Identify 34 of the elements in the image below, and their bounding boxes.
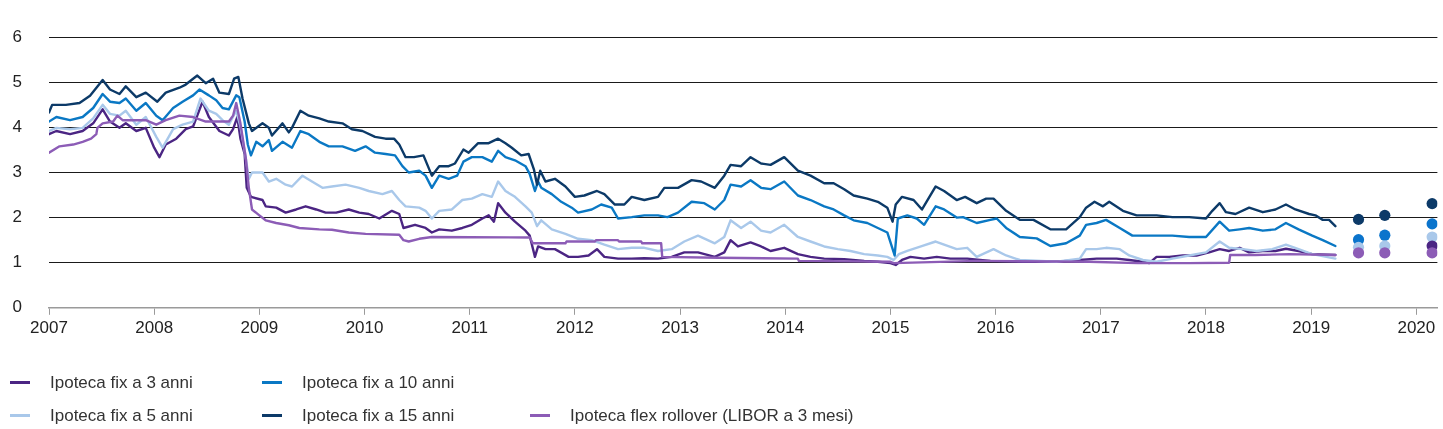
point [1352, 247, 1365, 259]
legend-label: Ipoteca fix a 10 anni [302, 372, 455, 393]
y-tick-label: 4 [12, 117, 22, 137]
y-tick-label: 3 [12, 162, 22, 182]
x-tick-label: 2011 [451, 317, 489, 337]
x-tick-label: 2008 [135, 317, 174, 337]
x-tick-label: 2018 [1187, 317, 1225, 337]
y-tick-label: 0 [12, 297, 22, 317]
x-tick-label: 2019 [1292, 317, 1331, 337]
y-tick-label: 2 [12, 207, 22, 227]
x-tick-label: 2016 [976, 317, 1015, 337]
point [1352, 213, 1365, 225]
x-tick-label: 2015 [871, 317, 910, 337]
x-tick-label: 2017 [1081, 317, 1120, 337]
y-tick-label: 1 [12, 252, 22, 272]
x-tick-label: 2020 [1397, 317, 1436, 337]
point [1379, 209, 1391, 221]
x-tick-label: 2014 [766, 317, 805, 337]
point [1379, 229, 1391, 241]
legend-label: Ipoteca flex rollover (LIBOR a 3 mesi) [570, 405, 854, 426]
point [1426, 198, 1438, 210]
legend-label: Ipoteca fix a 15 anni [302, 405, 455, 426]
y-tick-label: 5 [12, 71, 22, 91]
point [1379, 247, 1391, 259]
x-tick-label: 2009 [240, 317, 279, 337]
x-tick-label: 2013 [661, 317, 699, 337]
y-tick-label: 6 [12, 26, 22, 46]
x-tick-label: 2012 [556, 317, 594, 337]
legend-label: Ipoteca fix a 3 anni [50, 372, 193, 393]
point [1426, 218, 1438, 230]
x-tick-label: 2007 [30, 317, 68, 337]
legend-label: Ipoteca fix a 5 anni [50, 405, 193, 426]
point [1426, 247, 1438, 259]
x-tick-label: 2010 [345, 317, 384, 337]
